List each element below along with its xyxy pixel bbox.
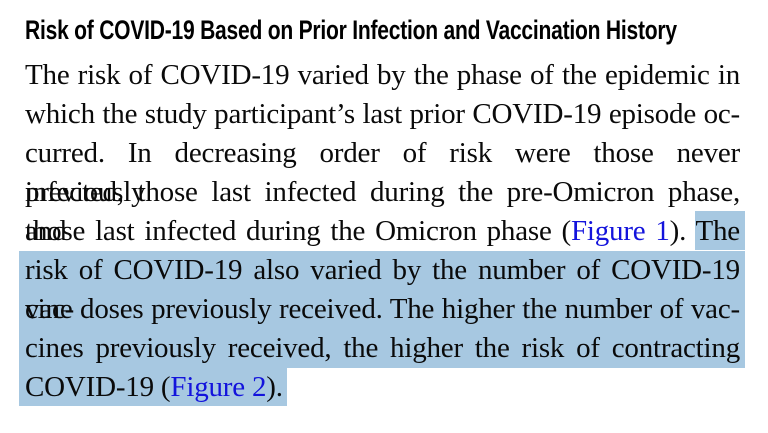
text-line-content: The risk of COVID-19 varied by the phase… xyxy=(25,59,740,91)
text-line: which the study participant’s last prior… xyxy=(25,95,740,134)
text-line-content: which the study participant’s last prior… xyxy=(25,98,740,130)
text-line: COVID-19 (Figure 2). xyxy=(19,367,740,407)
selection-highlight-end: COVID-19 (Figure 2). xyxy=(19,367,287,406)
figure-1-link[interactable]: Figure 1 xyxy=(570,215,670,247)
figure-2-link[interactable]: Figure 2 xyxy=(170,371,267,403)
text-line: curred. In decreasing order of risk were… xyxy=(25,134,740,208)
text-line: infected, those last infected during the… xyxy=(25,173,740,247)
section-heading-text: Risk of COVID-19 Based on Prior Infectio… xyxy=(25,15,677,45)
text-line-highlighted: cine doses previously received. The high… xyxy=(19,290,745,329)
text-line: those last infected during the Omicron p… xyxy=(25,211,745,251)
text-line-content: COVID-19 ( xyxy=(25,371,171,403)
text-line-content: infected, those last infected during the… xyxy=(25,176,740,247)
text-line-content: cine doses previously received. The high… xyxy=(25,293,740,325)
text-line-content: those last infected during the Omicron p… xyxy=(25,215,571,247)
selection-highlight-start: The xyxy=(695,211,745,250)
text-line-content: curred. In decreasing order of risk were… xyxy=(25,137,740,208)
text-line-content: cines previously received, the higher th… xyxy=(25,332,740,364)
text-line-highlighted: risk of COVID-19 also varied by the numb… xyxy=(19,251,745,325)
section-heading: Risk of COVID-19 Based on Prior Infectio… xyxy=(25,13,740,48)
text-line-highlighted: cines previously received, the higher th… xyxy=(19,329,745,368)
text-line: The risk of COVID-19 varied by the phase… xyxy=(25,56,740,95)
paragraph: The risk of COVID-19 varied by the phase… xyxy=(19,56,745,407)
article-text-column: Risk of COVID-19 Based on Prior Infectio… xyxy=(19,13,745,407)
text-line-content: ). xyxy=(669,215,696,247)
text-line-content: ). xyxy=(266,371,283,403)
